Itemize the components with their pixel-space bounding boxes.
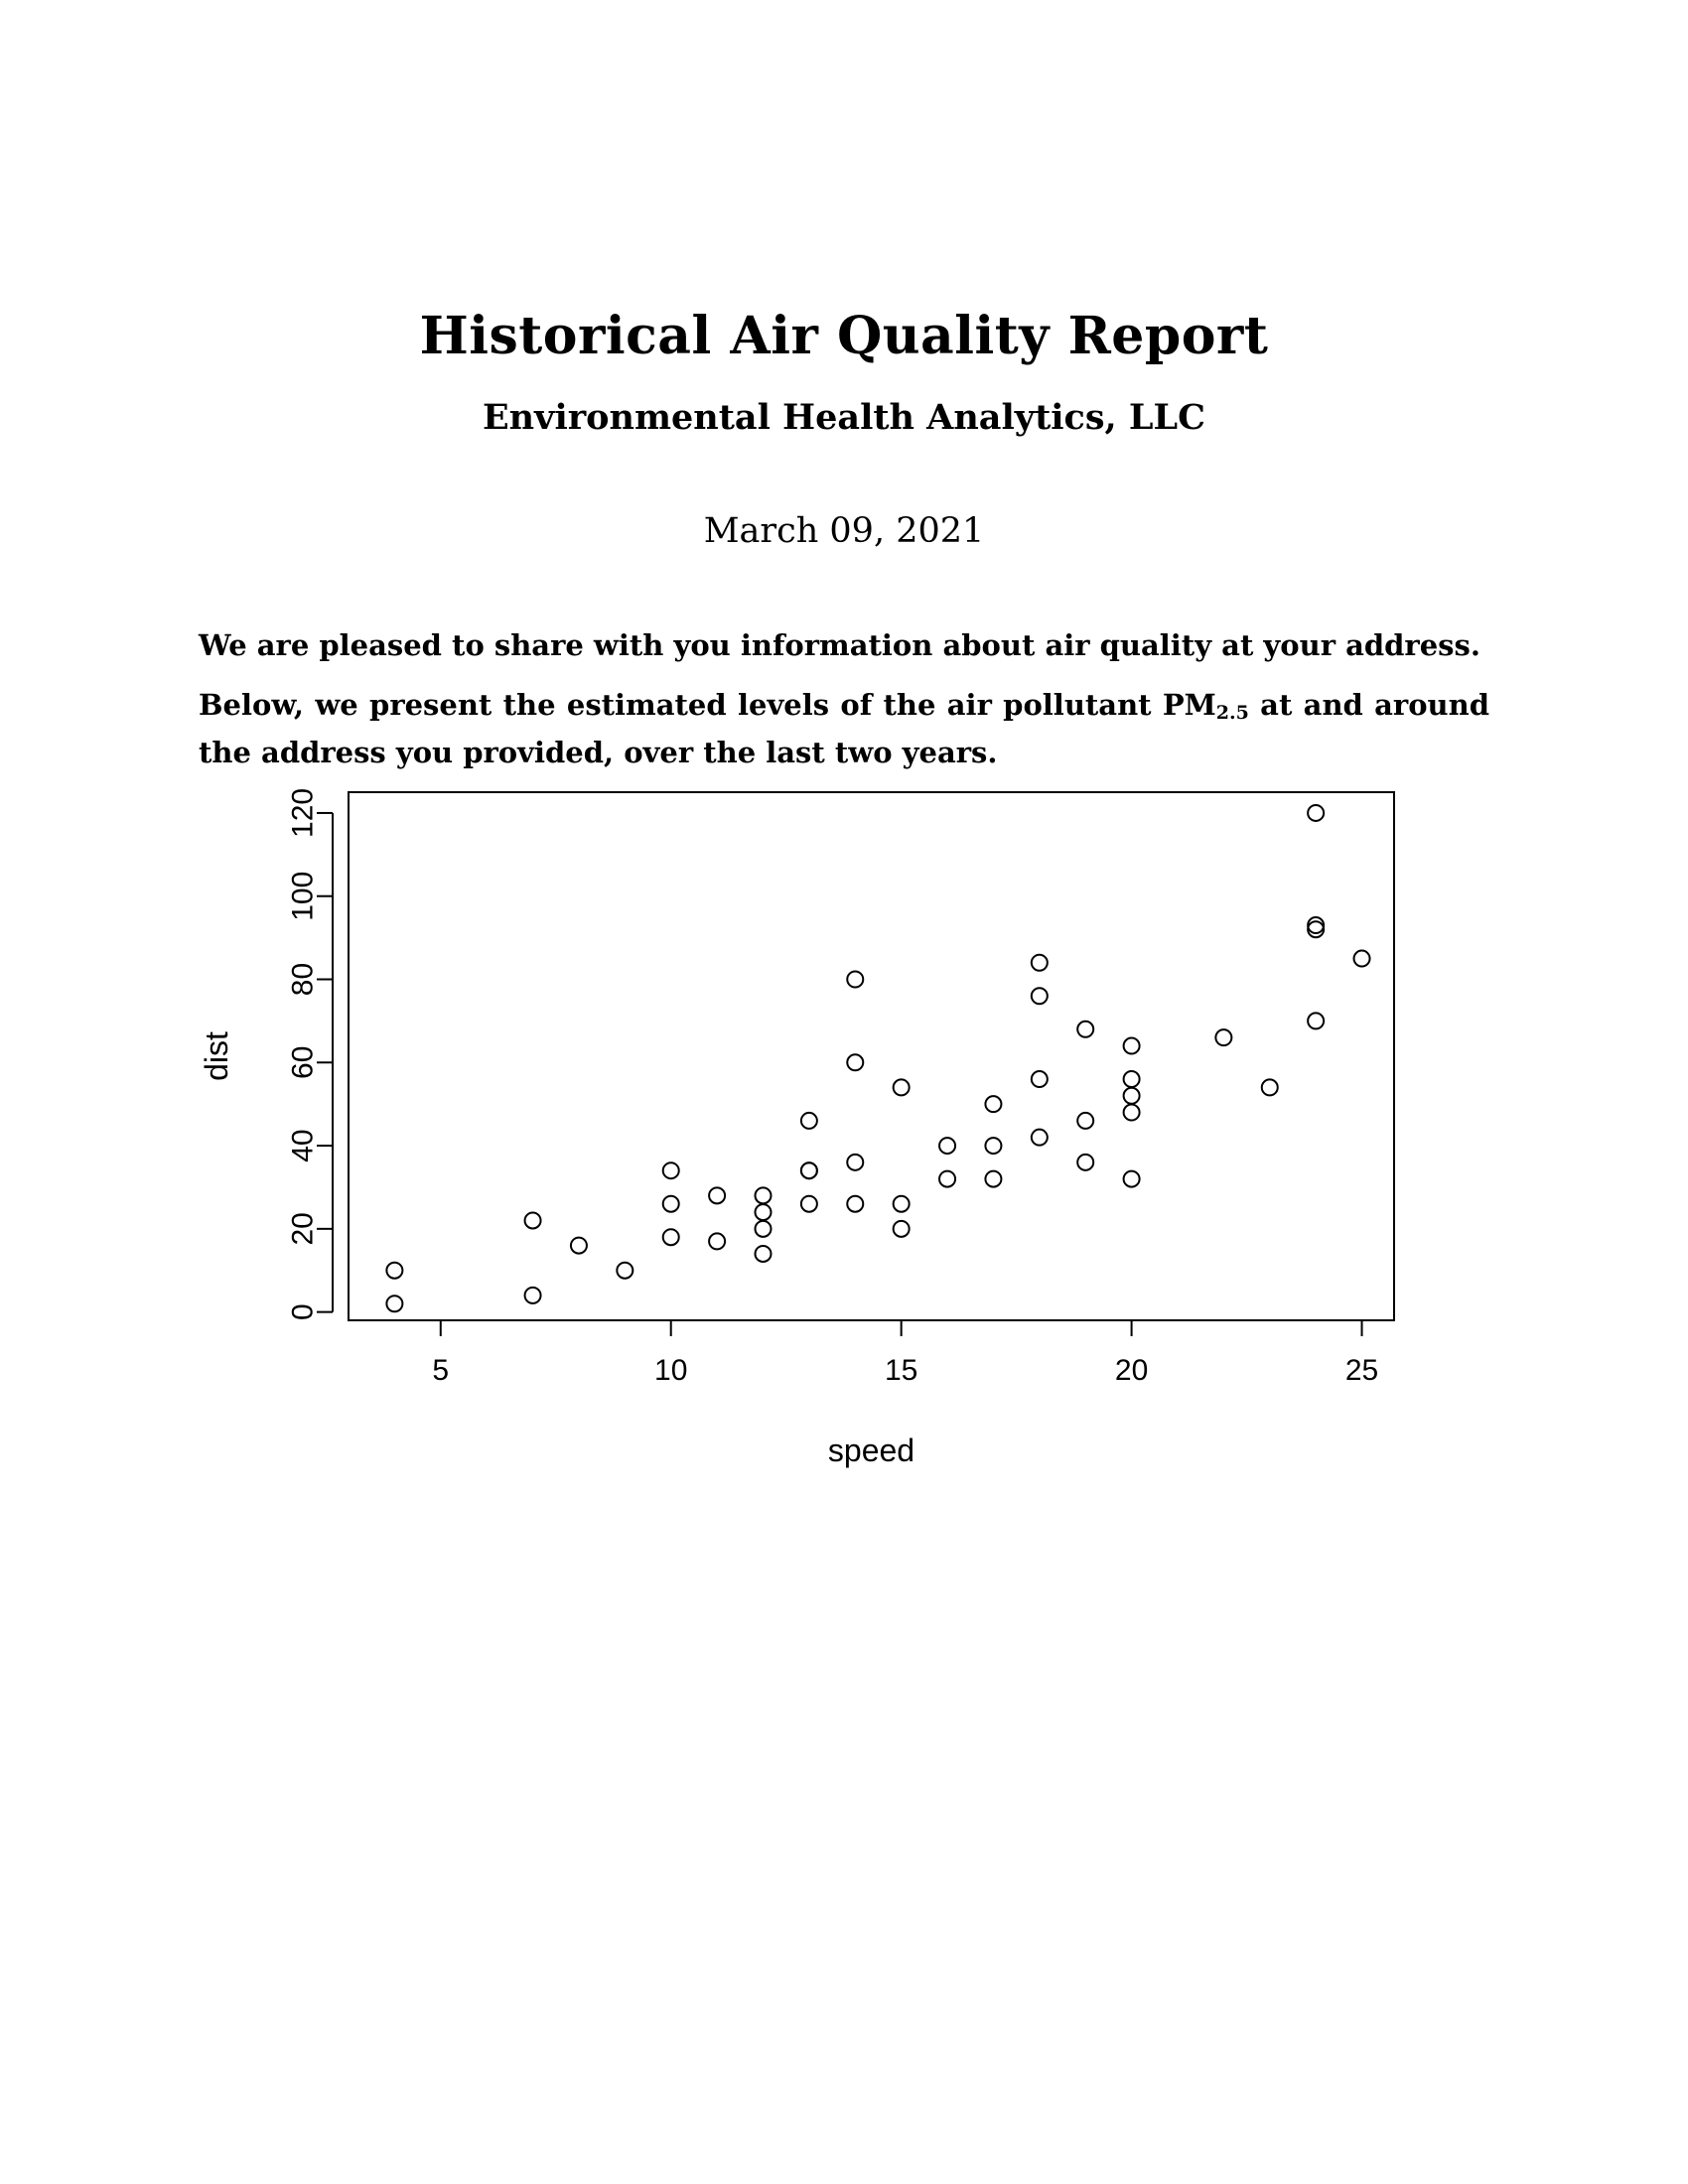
y-axis: 0 20 40 60 80 100 120 bbox=[287, 788, 334, 1320]
data-point bbox=[1076, 1020, 1095, 1038]
plot-frame bbox=[348, 791, 1395, 1321]
y-tick-label: 20 bbox=[287, 1212, 320, 1245]
data-point bbox=[1076, 1153, 1095, 1171]
data-point bbox=[984, 1095, 1003, 1114]
data-point bbox=[754, 1244, 773, 1263]
company-name: Environmental Health Analytics, LLC bbox=[482, 397, 1205, 438]
data-point bbox=[1214, 1028, 1233, 1047]
data-point bbox=[799, 1194, 818, 1213]
data-point bbox=[1352, 949, 1371, 968]
report-date: March 09, 2021 bbox=[703, 511, 985, 551]
data-point bbox=[661, 1161, 680, 1180]
report-title: Historical Air Quality Report bbox=[419, 306, 1269, 366]
y-tick-label: 0 bbox=[287, 1303, 320, 1320]
data-point bbox=[1122, 1103, 1141, 1122]
data-point bbox=[938, 1169, 957, 1188]
data-points bbox=[385, 803, 1371, 1313]
x-tick-label: 20 bbox=[1115, 1354, 1148, 1387]
scatter-plot: 0 20 40 60 80 100 120 5 10 15 20 25 speed dist bbox=[199, 788, 1395, 1468]
x-tick-label: 25 bbox=[1345, 1354, 1378, 1387]
data-point bbox=[1122, 1169, 1141, 1188]
data-point bbox=[754, 1219, 773, 1238]
data-point bbox=[385, 1295, 404, 1313]
x-axis-label: speed bbox=[828, 1433, 914, 1468]
data-point bbox=[1030, 953, 1049, 972]
x-axis: 5 10 15 20 25 bbox=[432, 1319, 1378, 1387]
data-point bbox=[846, 970, 865, 989]
data-point bbox=[569, 1236, 588, 1255]
data-point bbox=[708, 1186, 727, 1205]
y-tick-label: 100 bbox=[287, 872, 320, 921]
data-point bbox=[1030, 987, 1049, 1006]
data-point bbox=[1122, 1086, 1141, 1105]
data-point bbox=[1122, 1036, 1141, 1055]
description-text-start: Below, we present the estimated levels o… bbox=[199, 688, 1216, 722]
data-point bbox=[938, 1137, 957, 1156]
data-point bbox=[799, 1111, 818, 1130]
data-point bbox=[661, 1228, 680, 1247]
y-tick-label: 120 bbox=[287, 788, 320, 838]
data-point bbox=[661, 1194, 680, 1213]
data-point bbox=[1122, 1070, 1141, 1089]
data-point bbox=[1260, 1078, 1279, 1097]
pm-subscript: 2.5 bbox=[1215, 702, 1249, 724]
data-point bbox=[984, 1169, 1003, 1188]
data-point bbox=[984, 1137, 1003, 1156]
data-point bbox=[523, 1211, 542, 1230]
data-point bbox=[754, 1203, 773, 1222]
data-point bbox=[1030, 1128, 1049, 1147]
data-point bbox=[1076, 1111, 1095, 1130]
data-point bbox=[892, 1194, 911, 1213]
data-point bbox=[1307, 1012, 1326, 1030]
data-point bbox=[523, 1286, 542, 1304]
data-point bbox=[708, 1232, 727, 1251]
data-point bbox=[799, 1161, 818, 1180]
data-point bbox=[754, 1186, 773, 1205]
description-text-end: at and around the address you provided, … bbox=[199, 688, 1489, 769]
data-point bbox=[846, 1153, 865, 1171]
intro-paragraph: We are pleased to share with you informa… bbox=[199, 628, 1480, 662]
x-tick-label: 10 bbox=[654, 1354, 687, 1387]
y-tick-label: 40 bbox=[287, 1129, 320, 1161]
data-point bbox=[616, 1261, 634, 1280]
data-point bbox=[1030, 1070, 1049, 1089]
data-point bbox=[385, 1261, 404, 1280]
y-tick-label: 80 bbox=[287, 963, 320, 996]
data-point bbox=[892, 1078, 911, 1097]
data-point bbox=[1307, 920, 1326, 939]
data-point bbox=[892, 1219, 911, 1238]
x-tick-label: 5 bbox=[432, 1354, 449, 1387]
data-point bbox=[1307, 803, 1326, 822]
y-axis-label: dist bbox=[199, 1031, 234, 1081]
data-point bbox=[1307, 916, 1326, 935]
data-point bbox=[846, 1053, 865, 1072]
description-paragraph: Below, we present the estimated levels o… bbox=[199, 685, 1489, 772]
x-tick-label: 15 bbox=[885, 1354, 917, 1387]
data-point bbox=[846, 1194, 865, 1213]
y-tick-label: 60 bbox=[287, 1046, 320, 1079]
